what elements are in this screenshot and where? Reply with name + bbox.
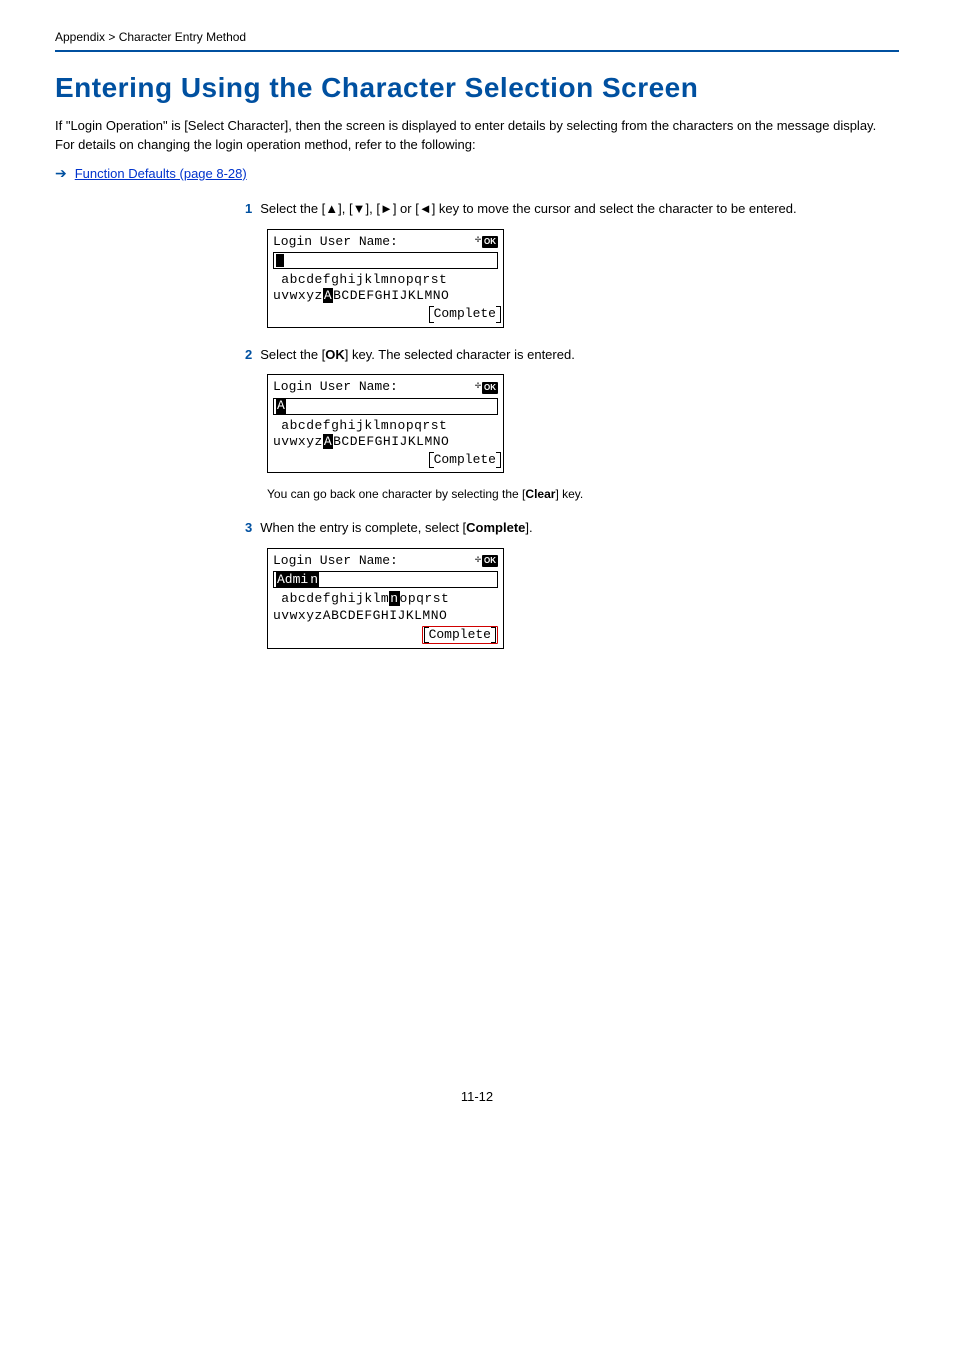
reference-link-row: ➔ Function Defaults (page 8-28) <box>55 165 899 182</box>
ok-icon: ✢OK <box>475 235 498 248</box>
arrow-right-icon: ➔ <box>55 165 67 182</box>
complete-button[interactable]: Complete <box>432 306 498 322</box>
breadcrumb: Appendix > Character Entry Method <box>55 30 899 52</box>
lcd-title: Login User Name: <box>273 379 398 395</box>
text: ] key. <box>555 487 583 501</box>
step-number: 3 <box>245 519 252 538</box>
lcd-screen-1: Login User Name: ✢OK abcdefghijklmnopqrs… <box>267 229 504 328</box>
function-defaults-link[interactable]: Function Defaults (page 8-28) <box>75 166 247 181</box>
text: Select the [ <box>260 201 325 216</box>
ok-icon: ✢OK <box>475 381 498 394</box>
text: You can go back one character by selecti… <box>267 487 525 501</box>
text: ], [ <box>338 201 352 216</box>
key-left: ◄ <box>419 201 432 216</box>
key-clear: Clear <box>525 487 555 501</box>
key-right: ► <box>380 201 393 216</box>
key-down: ▼ <box>353 201 366 216</box>
lcd-char-row-1: abcdefghijklmnopqrst <box>273 591 498 607</box>
text: ] key. The selected character is entered… <box>345 347 575 362</box>
step-2: 2 Select the [OK] key. The selected char… <box>245 346 899 502</box>
lcd-char-row-2: uvwxyzABCDEFGHIJKLMNO <box>273 434 498 450</box>
lcd-input-field: A <box>273 398 498 415</box>
text: When the entry is complete, select [ <box>260 520 466 535</box>
complete-highlight: Complete <box>422 626 498 644</box>
cursor-icon <box>276 254 284 267</box>
entered-char: A <box>276 398 286 414</box>
text: ]. <box>525 520 532 535</box>
page-number: 11-12 <box>55 1089 899 1104</box>
text: ] key to move the cursor and select the … <box>432 201 797 216</box>
key-ok: OK <box>325 347 345 362</box>
selected-char: A <box>323 434 333 449</box>
lcd-screen-3: Login User Name: ✢OK Admin abcdefghijklm… <box>267 548 504 649</box>
entered-text: Admi <box>276 572 309 588</box>
complete-button[interactable]: Complete <box>432 452 498 468</box>
lcd-input-field <box>273 252 498 269</box>
lcd-char-row-1: abcdefghijklmnopqrst <box>273 418 498 434</box>
intro-text: If "Login Operation" is [Select Characte… <box>55 117 899 155</box>
lcd-title: Login User Name: <box>273 553 398 569</box>
step-text: When the entry is complete, select [Comp… <box>260 519 899 538</box>
step-2-note: You can go back one character by selecti… <box>267 487 899 501</box>
lcd-screen-2: Login User Name: ✢OK A abcdefghijklmnopq… <box>267 374 504 473</box>
text: Select the [ <box>260 347 325 362</box>
lcd-char-row-2: uvwxyzABCDEFGHIJKLMNO <box>273 608 498 624</box>
text: ] or [ <box>393 201 419 216</box>
step-1: 1 Select the [▲], [▼], [►] or [◄] key to… <box>245 200 899 328</box>
cursor-char: n <box>309 572 319 588</box>
key-complete: Complete <box>466 520 525 535</box>
selected-char: n <box>389 591 399 606</box>
page-title: Entering Using the Character Selection S… <box>55 72 899 104</box>
step-number: 1 <box>245 200 252 219</box>
complete-button[interactable]: Complete <box>427 627 493 643</box>
step-text: Select the [OK] key. The selected charac… <box>260 346 899 365</box>
key-up: ▲ <box>325 201 338 216</box>
lcd-title: Login User Name: <box>273 234 398 250</box>
lcd-char-row-1: abcdefghijklmnopqrst <box>273 272 498 288</box>
lcd-input-field: Admin <box>273 571 498 588</box>
step-3: 3 When the entry is complete, select [Co… <box>245 519 899 649</box>
ok-icon: ✢OK <box>475 555 498 568</box>
lcd-char-row-2: uvwxyzABCDEFGHIJKLMNO <box>273 288 498 304</box>
step-number: 2 <box>245 346 252 365</box>
step-text: Select the [▲], [▼], [►] or [◄] key to m… <box>260 200 899 219</box>
text: ], [ <box>365 201 379 216</box>
selected-char: A <box>323 288 333 303</box>
